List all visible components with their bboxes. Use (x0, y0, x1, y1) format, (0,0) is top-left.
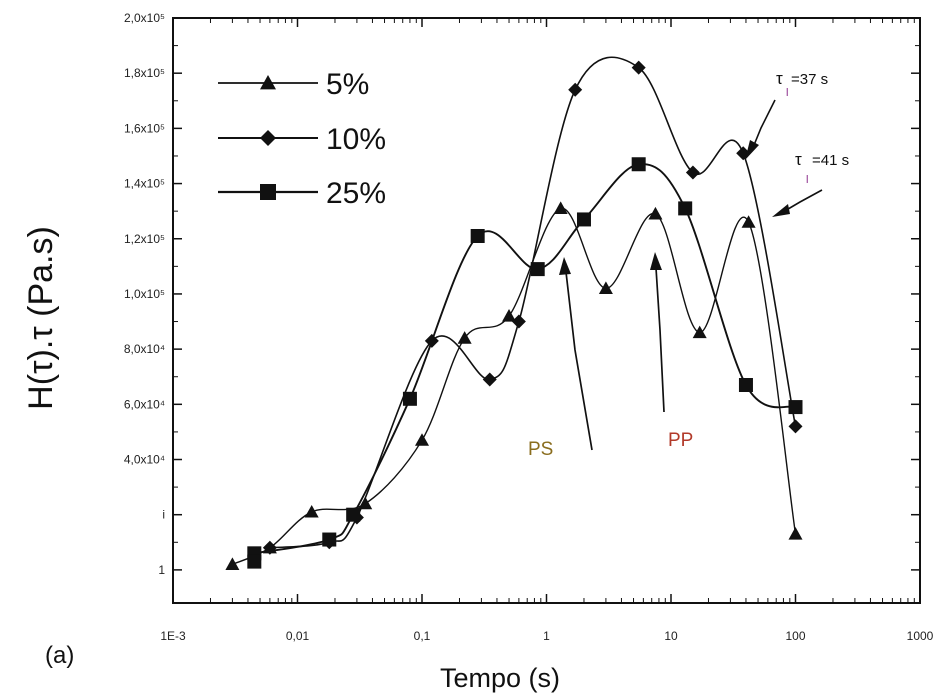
data-point-triangle (502, 309, 517, 322)
data-point-triangle (692, 325, 707, 339)
series-points (225, 60, 803, 570)
y-tick-label: 8,0x10⁴ (124, 342, 165, 356)
y-tick-label: 1,6x10⁵ (124, 121, 165, 135)
legend-label: 5% (326, 68, 369, 101)
series-curves (232, 56, 797, 566)
data-point-triangle (358, 496, 373, 510)
tau-value-label: =37 s (791, 71, 828, 88)
data-point-diamond (631, 60, 646, 75)
x-tick-label: 0,01 (286, 629, 310, 643)
tau-value-label: =41 s (812, 152, 849, 169)
pp-arrow-line (655, 267, 665, 413)
y-tick-label: 1,2x10⁵ (124, 232, 165, 246)
x-tick-label: 1E-3 (160, 629, 186, 643)
data-point-square (631, 157, 646, 172)
y-tick-label: i (162, 508, 165, 522)
data-point-square (346, 507, 361, 522)
legend-label: 25% (326, 177, 386, 210)
data-point-triangle (648, 206, 663, 220)
data-point-diamond (685, 165, 700, 180)
data-point-triangle (553, 201, 568, 215)
tau2-arrow-head (772, 204, 790, 217)
y-axis-title: H(τ).τ (Pa.s) (22, 226, 60, 410)
panel-label: (a) (45, 642, 74, 669)
y-tick-label: 1,4x10⁵ (124, 177, 165, 191)
x-tick-label: 10 (664, 629, 678, 643)
data-point-triangle (457, 331, 472, 344)
data-point-triangle (598, 281, 613, 295)
tau1-arrow-head (745, 140, 759, 160)
y-tick-label: 4,0x10⁴ (124, 453, 165, 467)
x-axis-title: Tempo (s) (440, 663, 560, 693)
y-tick-label: 1,8x10⁵ (124, 66, 165, 80)
legend-marker-square (260, 184, 276, 200)
pp-label: PP (668, 430, 693, 451)
y-tick-label: 1 (158, 563, 165, 577)
tau-symbol: τ (776, 69, 783, 88)
series-line-3 (254, 163, 796, 555)
tau-symbol: τ (795, 150, 802, 169)
x-axis: 1E-3 0,01 0,1 1 10 100 1000 (160, 18, 934, 643)
plot-border (172, 17, 921, 604)
data-point-triangle (225, 557, 240, 570)
tau1-arrow-line (751, 99, 776, 151)
y-tick-label: 6,0x10⁴ (124, 397, 165, 411)
legend-marker-diamond (260, 130, 276, 146)
data-point-square (470, 228, 485, 243)
data-point-triangle (788, 527, 803, 540)
data-point-diamond (511, 314, 526, 329)
y-tick-label: 2,0x10⁵ (124, 11, 165, 25)
data-point-square (788, 400, 803, 415)
data-point-triangle (304, 504, 319, 518)
data-point-square (530, 262, 545, 277)
data-point-diamond (262, 540, 277, 555)
y-axis: 1 i 4,0x10⁴ 6,0x10⁴ 8,0x10⁴ 1,0x10⁵ 1,2x10⁵ 1,4… (124, 11, 920, 577)
data-point-square (247, 554, 262, 569)
plot-frame (172, 17, 921, 604)
data-point-diamond (788, 419, 803, 434)
data-point-diamond (568, 82, 583, 97)
y-tick-label: 1,0x10⁵ (124, 287, 165, 301)
ps-arrow-line (565, 271, 593, 451)
series-line-1 (232, 207, 797, 566)
data-point-diamond (424, 333, 439, 348)
tau-subscript: l (806, 174, 808, 186)
x-tick-label: 1000 (907, 629, 934, 643)
data-point-triangle (415, 433, 429, 446)
x-tick-label: 1 (543, 629, 550, 643)
data-point-square (678, 201, 693, 216)
ps-label: PS (528, 439, 553, 460)
data-point-triangle (741, 215, 756, 228)
data-point-square (402, 391, 417, 406)
legend-label: 10% (326, 123, 386, 156)
ps-arrow-head (559, 257, 571, 275)
tau-subscript: l (786, 87, 788, 99)
data-point-square (738, 378, 753, 393)
pp-arrow-head (650, 252, 662, 270)
x-tick-label: 0,1 (414, 629, 431, 643)
data-point-square (322, 532, 337, 547)
legend-marker-triangle (260, 75, 276, 90)
x-tick-label: 100 (785, 629, 805, 643)
data-point-diamond (482, 372, 497, 387)
annotations: τl=37 sτl=41 sPS PP(a) (45, 69, 849, 669)
data-point-square (576, 212, 591, 227)
legend: 5% 10% 25% (218, 68, 386, 210)
